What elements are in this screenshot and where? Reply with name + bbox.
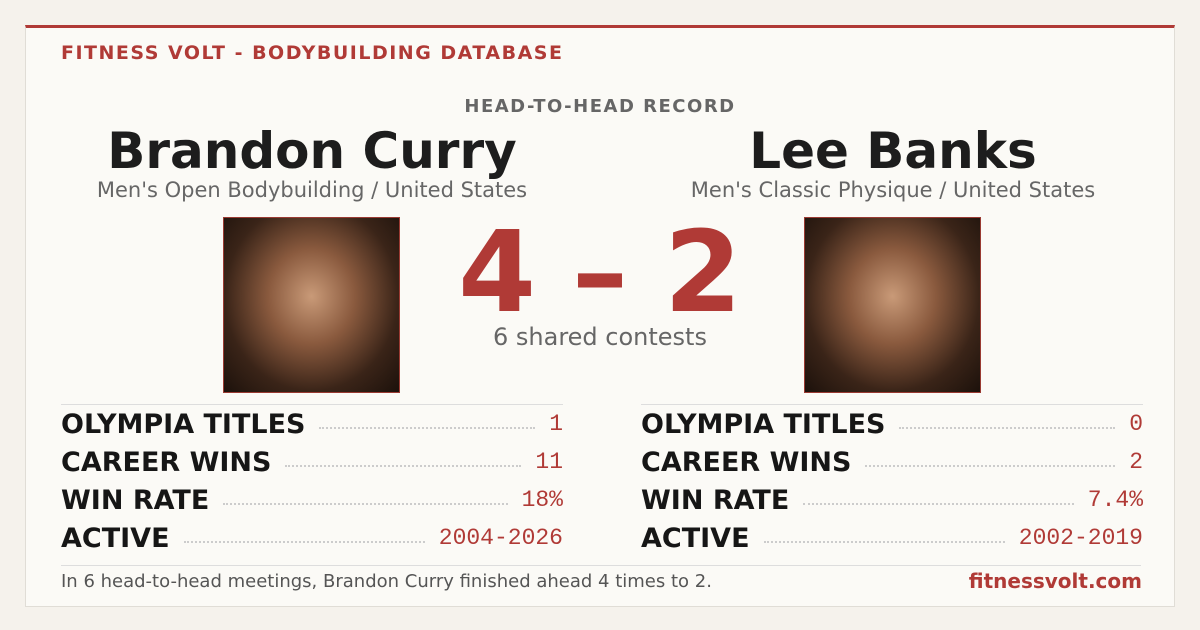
leader [865,465,1116,467]
stat-value: 2002-2019 [1018,525,1143,551]
leader [319,427,536,429]
stat-row: WIN RATE 7.4% [641,481,1143,519]
stats: OLYMPIA TITLES 1 CAREER WINS 11 WIN RATE 18% A… [61,404,563,557]
leader [223,503,508,505]
division: Men's Open Bodybuilding / United States [96,178,528,202]
stat-row: OLYMPIA TITLES 0 [641,405,1143,443]
stat-row: CAREER WINS 2 [641,443,1143,481]
divider [61,565,1141,566]
stat-row: CAREER WINS 11 [61,443,563,481]
stat-row: WIN RATE 18% [61,481,563,519]
site-link[interactable]: fitnessvolt.com [968,569,1142,593]
score: 4–2 [26,208,1174,338]
leader [183,541,425,543]
stat-label: CAREER WINS [641,446,852,478]
leader [899,427,1116,429]
leader [763,541,1005,543]
score-right: 2 [664,208,742,338]
stat-value: 0 [1129,411,1143,437]
stat-row: ACTIVE 2002-2019 [641,519,1143,557]
photo [804,217,981,393]
brand: FITNESS VOLT - BODYBUILDING DATABASE [61,42,564,64]
stat-value: 1 [549,411,563,437]
stat-value: 18% [521,487,563,513]
score-separator: – [572,208,628,338]
card: FITNESS VOLT - BODYBUILDING DATABASE HEA… [25,25,1175,607]
stats: OLYMPIA TITLES 0 CAREER WINS 2 WIN RATE 7.4% A… [641,404,1143,557]
score-left: 4 [458,208,536,338]
name: Brandon Curry [107,122,517,180]
stat-label: OLYMPIA TITLES [641,408,886,440]
subtitle: HEAD-TO-HEAD RECORD [464,96,736,117]
name: Lee Banks [749,122,1037,180]
stat-value: 2004-2026 [438,525,563,551]
stat-label: WIN RATE [61,484,210,516]
stat-row: ACTIVE 2004-2026 [61,519,563,557]
caption: 6 shared contests [493,323,707,351]
stat-label: OLYMPIA TITLES [61,408,306,440]
stat-value: 2 [1129,449,1143,475]
stat-value: 11 [535,449,563,475]
stat-label: ACTIVE [61,522,170,554]
stat-label: CAREER WINS [61,446,272,478]
stat-label: WIN RATE [641,484,790,516]
footer-text: In 6 head-to-head meetings, Brandon Curr… [61,571,712,592]
division: Men's Classic Physique / United States [690,178,1096,202]
leader [285,465,522,467]
stat-row: OLYMPIA TITLES 1 [61,405,563,443]
photo [223,217,400,393]
stat-label: ACTIVE [641,522,750,554]
stat-value: 7.4% [1087,487,1143,513]
leader [803,503,1074,505]
